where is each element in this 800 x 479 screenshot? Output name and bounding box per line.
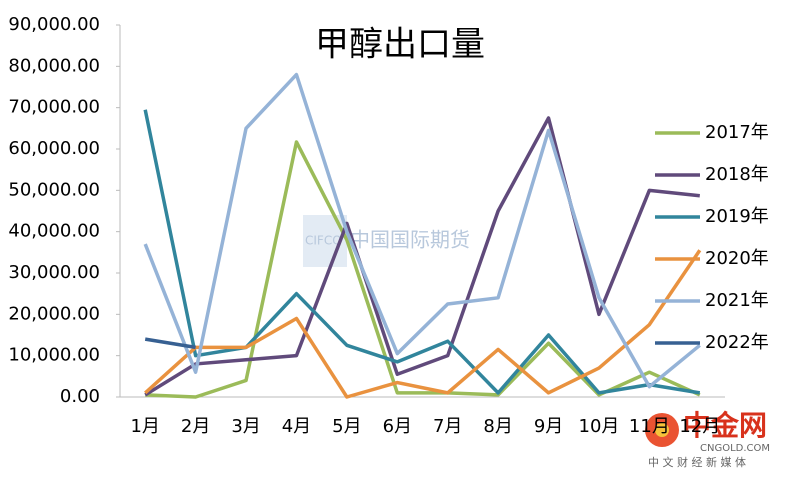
legend-label: 2017年 xyxy=(705,122,769,143)
y-tick-label: 50,000.00 xyxy=(8,179,100,200)
x-tick-label: 1月 xyxy=(130,416,159,437)
chart-title: 甲醇出口量 xyxy=(315,25,485,65)
series-line xyxy=(143,72,701,389)
x-tick-label: 10月 xyxy=(579,416,620,437)
legend-label: 2020年 xyxy=(705,248,769,269)
x-tick-label: 8月 xyxy=(483,416,512,437)
y-tick-label: 60,000.00 xyxy=(8,138,100,159)
logo-url: CNGOLD.COM xyxy=(700,443,770,454)
x-tick-label: 4月 xyxy=(282,416,311,437)
x-tick-label: 11月 xyxy=(629,416,670,437)
logo-icon xyxy=(655,423,669,437)
x-tick-label: 5月 xyxy=(332,416,361,437)
x-tick-label: 7月 xyxy=(433,416,462,437)
watermark: 中国国际期货 xyxy=(350,228,470,252)
x-tick-label: 6月 xyxy=(383,416,412,437)
logo-slogan: 中 文 财 经 新 媒 体 xyxy=(648,455,746,469)
legend-label: 2018年 xyxy=(705,164,769,185)
y-tick-label: 70,000.00 xyxy=(8,97,100,118)
logo-text: 中金网 xyxy=(683,409,767,442)
legend-label: 2021年 xyxy=(705,290,769,311)
y-tick-label: 10,000.00 xyxy=(8,345,100,366)
x-tick-label: 12月 xyxy=(679,416,720,437)
series-line xyxy=(144,337,196,350)
x-tick-label: 3月 xyxy=(231,416,260,437)
y-tick-label: 20,000.00 xyxy=(8,303,100,324)
y-tick-label: 80,000.00 xyxy=(8,55,100,76)
watermark: CIFCO xyxy=(305,234,342,248)
x-tick-label: 9月 xyxy=(534,416,563,437)
x-tick-label: 2月 xyxy=(181,416,210,437)
y-tick-label: 90,000.00 xyxy=(8,14,100,35)
series-line xyxy=(144,249,702,399)
y-tick-label: 30,000.00 xyxy=(8,262,100,283)
series-line xyxy=(144,116,700,397)
y-tick-label: 40,000.00 xyxy=(8,221,100,242)
legend-label: 2019年 xyxy=(705,206,769,227)
y-tick-label: 0.00 xyxy=(60,386,100,407)
legend-label: 2022年 xyxy=(705,332,769,353)
